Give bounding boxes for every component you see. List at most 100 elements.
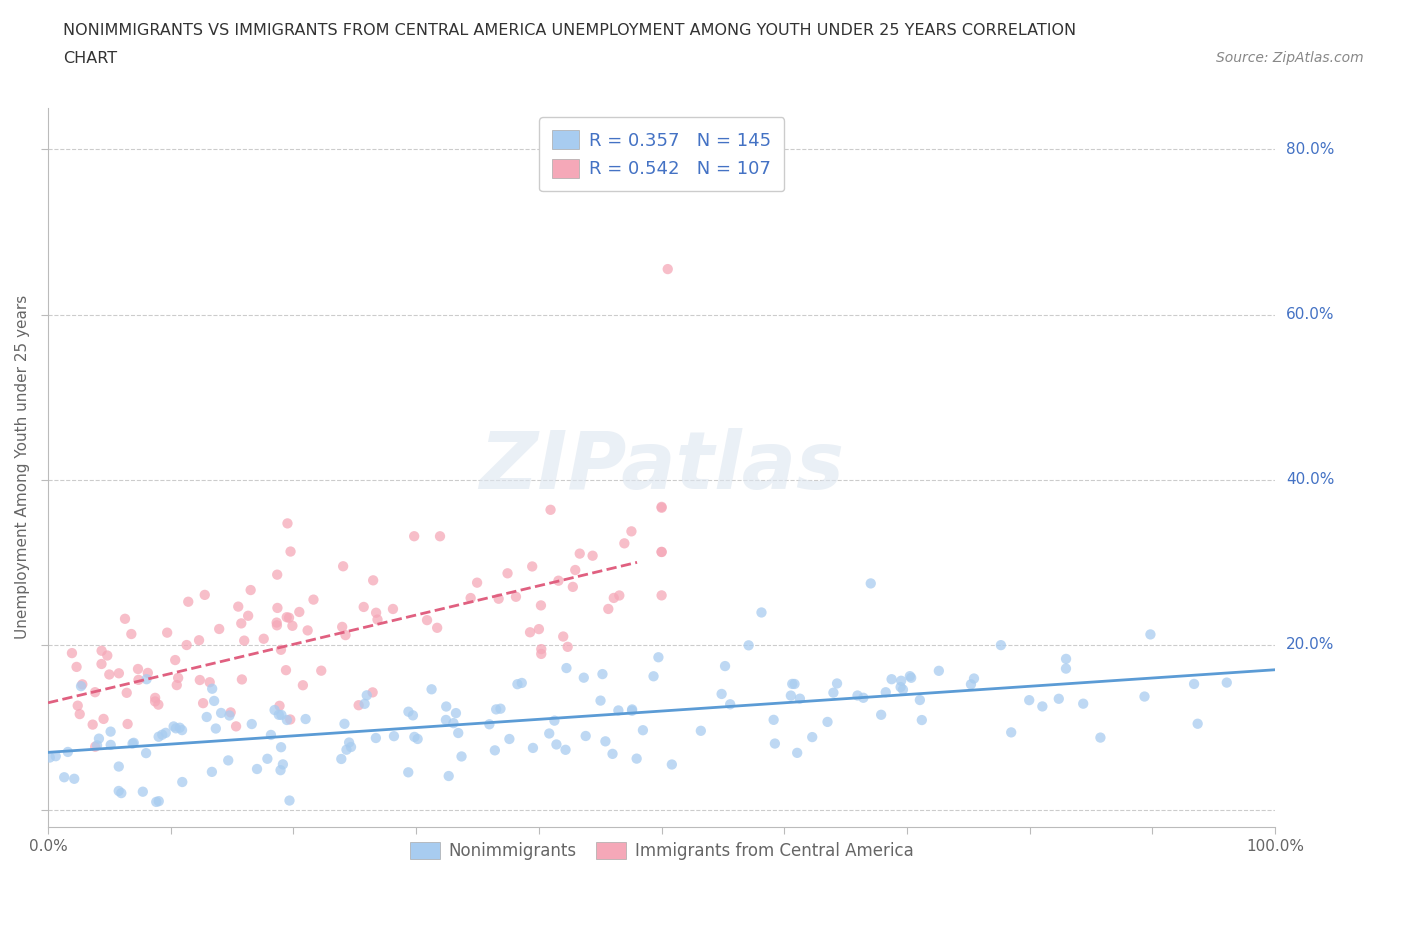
Point [219,705,242,720]
Point [240,717,263,732]
Point [266,618,288,632]
Point [166,678,188,693]
Point [217,753,239,768]
Point [911,712,934,727]
Point [434,712,457,727]
Point [561,579,583,594]
Text: ZIPatlas: ZIPatlas [479,429,844,506]
Point [143,694,166,709]
Point [737,638,759,653]
Point [554,742,576,757]
Point [302,592,325,607]
Point [651,588,673,603]
Point [208,621,231,636]
Point [591,667,613,682]
Point [135,671,157,686]
Point [620,524,643,538]
Point [239,582,262,597]
Legend: Nonimmigrants, Immigrants from Central America: Nonimmigrants, Immigrants from Central A… [402,834,922,869]
Point [928,663,950,678]
Point [447,725,470,740]
Point [218,708,240,723]
Point [201,764,224,779]
Point [253,631,276,646]
Point [527,621,550,636]
Point [270,643,292,658]
Point [643,669,665,684]
Point [280,544,302,559]
Point [127,672,149,687]
Point [45,749,67,764]
Point [288,604,311,619]
Point [361,684,384,699]
Point [801,730,824,745]
Point [404,729,426,744]
Point [890,680,912,695]
Point [1139,627,1161,642]
Point [581,549,603,564]
Point [347,698,370,712]
Point [69,707,91,722]
Point [530,646,553,661]
Point [108,666,131,681]
Point [859,576,882,591]
Point [1182,676,1205,691]
Point [278,610,301,625]
Point [555,660,578,675]
Point [135,746,157,761]
Point [789,691,811,706]
Point [38,751,60,765]
Point [266,615,288,630]
Point [188,672,211,687]
Point [86,737,108,752]
Point [276,516,298,531]
Point [96,648,118,663]
Point [201,682,224,697]
Point [309,663,332,678]
Point [335,742,357,757]
Point [198,675,221,690]
Point [404,529,426,544]
Text: 40.0%: 40.0% [1286,472,1334,487]
Point [233,633,256,648]
Point [330,619,353,634]
Point [335,628,357,643]
Point [63,771,86,786]
Point [84,684,107,699]
Point [110,786,132,801]
Point [132,784,155,799]
Point [1018,693,1040,708]
Point [522,559,544,574]
Point [1133,689,1156,704]
Point [156,625,179,640]
Point [381,602,404,617]
Point [136,666,159,681]
Point [751,605,773,620]
Point [572,671,595,685]
Point [763,737,786,751]
Point [437,768,460,783]
Point [70,679,93,694]
Point [297,623,319,638]
Text: 80.0%: 80.0% [1286,141,1334,157]
Point [231,672,253,687]
Point [236,608,259,623]
Point [1090,730,1112,745]
Point [908,693,931,708]
Point [420,682,443,697]
Point [416,613,439,628]
Point [621,702,644,717]
Point [651,545,673,560]
Point [817,714,839,729]
Point [56,745,79,760]
Point [496,565,519,580]
Point [429,529,451,544]
Point [294,711,316,726]
Point [353,697,375,711]
Point [547,573,569,588]
Point [267,708,290,723]
Point [66,698,89,713]
Point [689,724,711,738]
Point [1216,675,1239,690]
Point [621,703,644,718]
